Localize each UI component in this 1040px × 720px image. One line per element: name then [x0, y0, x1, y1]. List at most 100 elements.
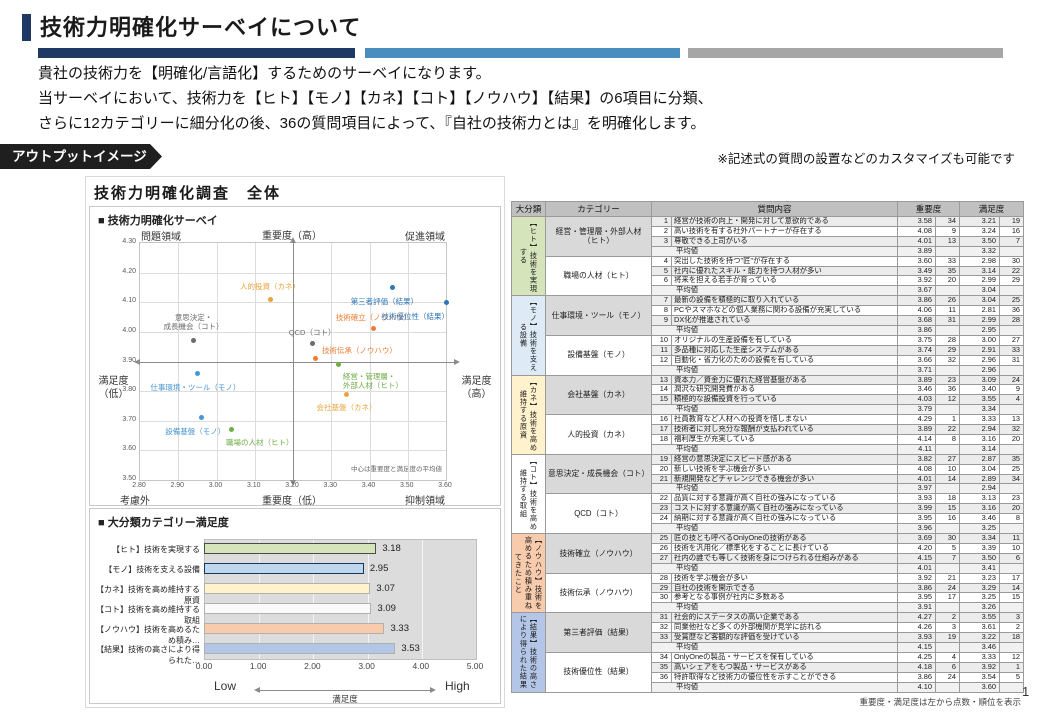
importance-score: 3.58 — [897, 216, 937, 227]
importance-score: 4.03 — [897, 394, 937, 406]
header-group: 大分類 — [511, 201, 546, 217]
scatter-point-label: 意思決定・ 成長機会（コト） — [163, 312, 224, 331]
question-text: 同業他社など多くの外部機関が見学に訪れる — [670, 622, 899, 634]
importance-score: 3.95 — [897, 592, 937, 604]
question-number: 2 — [651, 225, 672, 237]
question-number: 34 — [651, 651, 672, 663]
satisfaction-score: 3.34 — [959, 533, 1001, 544]
scatter-point-label: QCD（コト） — [288, 327, 336, 337]
average-importance: 3.96 — [897, 523, 937, 534]
question-text: OnlyOneの製品・サービスを保有している — [670, 651, 899, 663]
bar-gridline — [313, 540, 315, 659]
question-table-wrap: 大分類 カテゴリー 質問内容 重要度 満足度 【ヒト】技術を実現する 経営・管理層・… — [511, 201, 1025, 708]
table-average-row: 平均値 3.91 3.26 — [512, 602, 1025, 614]
table-category-label: 設備基盤（モノ） — [545, 334, 652, 376]
satisfaction-rank: 27 — [999, 334, 1025, 346]
scatter-point — [194, 370, 200, 376]
satisfaction-score: 2.99 — [959, 315, 1001, 326]
average-label: 平均値 — [650, 443, 899, 455]
satisfaction-rank: 35 — [999, 453, 1025, 465]
importance-score: 3.49 — [897, 265, 937, 277]
average-satisfaction: 2.94 — [959, 483, 1001, 495]
question-table: 大分類 カテゴリー 質問内容 重要度 満足度 【ヒト】技術を実現する 経営・管理層・… — [511, 201, 1025, 693]
high-label: High — [445, 679, 470, 693]
quadrant-restraint-label: 抑制領域 — [405, 496, 445, 507]
importance-score: 3.86 — [897, 671, 937, 683]
scatter-y-tick: 3.60 — [122, 445, 136, 453]
satisfaction-rank: 13 — [999, 414, 1025, 426]
satisfaction-rank: 10 — [999, 542, 1025, 554]
scatter-chart-title: ■ 技術力明確化サーベイ — [98, 215, 218, 227]
scatter-chart-panel: ■ 技術力明確化サーベイ 重要度（高） 問題領域 促進領域 満足度 （低） 満足… — [89, 206, 501, 507]
average-satisfaction: 3.26 — [959, 602, 1001, 614]
scatter-center-hline — [140, 361, 454, 363]
satisfaction-rank: 6 — [999, 552, 1025, 564]
average-label: 平均値 — [650, 404, 899, 416]
importance-score: 3.92 — [897, 275, 937, 287]
quadrant-promote-label: 促進領域 — [405, 232, 445, 243]
table-category-label: 第三者評価（結果） — [545, 612, 652, 653]
scatter-point-label: 仕事環境・ツール（モノ） — [150, 383, 241, 393]
importance-score: 4.08 — [897, 225, 937, 237]
bar-chart-panel: ■ 大分類カテゴリー満足度 【ヒト】技術を実現する 【モノ】技術を支える設備 【カネ… — [89, 508, 501, 704]
intro-line-2: 当サーベイにおいて、技術力を【ヒト】【モノ】【カネ】【コト】【ノウハウ】【結果】… — [38, 90, 713, 107]
question-text: 経営が技術の向上・開発に対して意欲的である — [670, 216, 899, 227]
bar-value-label: 3.33 — [390, 622, 409, 634]
satisfaction-rank: 11 — [999, 533, 1025, 544]
satisfaction-score: 3.55 — [959, 394, 1001, 406]
importance-rank: 20 — [935, 275, 961, 287]
table-question-row: 17 技術者に対し充分な報酬が支払われている 3.89 22 2.94 32 — [512, 424, 1025, 435]
scatter-y-tick: 3.70 — [122, 415, 136, 423]
average-satisfaction: 3.04 — [959, 285, 1001, 297]
satisfaction-rank: 23 — [999, 493, 1025, 505]
importance-rank: 32 — [935, 354, 961, 366]
satisfaction-rank: 31 — [999, 354, 1025, 366]
satisfaction-rank: 33 — [999, 344, 1025, 356]
importance-score: 4.27 — [897, 612, 937, 624]
question-number: 5 — [651, 265, 672, 277]
average-importance-rank-slash — [935, 364, 961, 376]
scatter-point — [443, 299, 449, 305]
question-text: 福利厚生が充実している — [670, 433, 899, 445]
importance-rank: 10 — [935, 463, 961, 475]
satisfaction-rank: 25 — [999, 463, 1025, 475]
satisfaction-score: 2.91 — [959, 344, 1001, 356]
bar-x-tick: 2.00 — [304, 661, 321, 671]
importance-rank: 23 — [935, 374, 961, 386]
average-label: 平均値 — [650, 324, 899, 336]
importance-rank: 1 — [935, 414, 961, 426]
satisfaction-score: 3.50 — [959, 552, 1001, 564]
question-number: 25 — [651, 533, 672, 544]
bar-x-tick: 3.00 — [358, 661, 375, 671]
table-question-row: 技術優位性（結果） 34 OnlyOneの製品・サービスを保有している 4.25 4 3.… — [512, 651, 1025, 693]
question-text: 技術を汎用化／標準化をすることに長けている — [670, 542, 899, 554]
table-category-label: 会社基盤（カネ） — [545, 374, 652, 416]
satisfaction-rank: 36 — [999, 305, 1025, 317]
satisfaction-rank: 32 — [999, 424, 1025, 435]
importance-rank: 31 — [935, 315, 961, 326]
question-text: 資本力／資金力に優れた経営基盤がある — [670, 374, 899, 386]
table-group-label: 【ヒト】技術を実現する — [511, 215, 546, 297]
scatter-x-tick: 3.30 — [323, 482, 338, 489]
table-question-row: 33 受賞歴など客観的な評価を受けている 3.93 19 3.22 18 — [512, 632, 1025, 643]
importance-score: 3.74 — [897, 344, 937, 356]
question-text: 技術者に対し充分な報酬が支払われている — [670, 424, 899, 435]
question-number: 27 — [651, 552, 672, 564]
header-divider-bar-1 — [38, 48, 355, 58]
satisfaction-score: 3.14 — [959, 265, 1001, 277]
average-importance: 3.97 — [897, 483, 937, 495]
scatter-x-tick: 2.90 — [170, 482, 185, 489]
importance-rank: 11 — [935, 305, 961, 317]
satisfaction-score: 3.04 — [959, 463, 1001, 475]
importance-score: 3.66 — [897, 354, 937, 366]
average-label: 平均値 — [650, 285, 899, 297]
table-question-row: QCD（コト） 22 品質に対する意識が高く自社の強みになっている 3.93 18 3.1… — [512, 493, 1025, 534]
importance-rank: 24 — [935, 671, 961, 683]
table-category-label: 意思決定・成長機会（コト） — [545, 453, 652, 495]
table-category-label: 技術優位性（結果） — [545, 651, 652, 693]
satisfaction-score: 2.87 — [959, 453, 1001, 465]
table-question-row: 12 自動化・省力化のための設備を有している 3.66 32 2.96 31 — [512, 354, 1025, 366]
average-satisfaction: 3.32 — [959, 245, 1001, 257]
scatter-plot-area: 中心は重要度と満足度の平均値 経営・管理層・ 外部人材（ヒト） 職場の人材（ヒト）… — [134, 237, 460, 486]
question-text: 突出した技術を持つ"匠"が存在する — [670, 255, 899, 267]
